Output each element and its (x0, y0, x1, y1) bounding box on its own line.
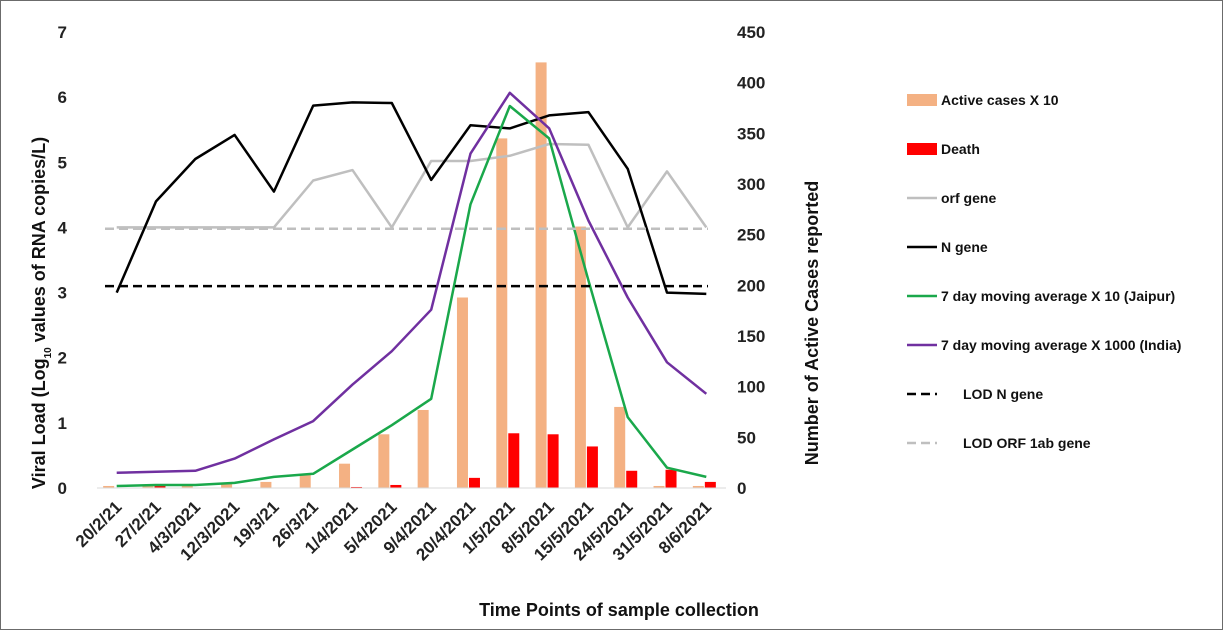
death-bar (704, 481, 716, 488)
active-cases-bar (653, 485, 665, 488)
legend-item: N gene (907, 239, 988, 255)
active-cases-bar (299, 473, 311, 488)
active-cases-bar (456, 297, 468, 488)
death-bar (586, 446, 598, 488)
7-day-moving-average-x-10-jaipur-line (116, 104, 707, 488)
legend-item: 7 day moving average X 1000 (India) (907, 337, 1181, 353)
active-cases-bar (614, 406, 626, 488)
death-bar (665, 469, 677, 488)
legend-label: orf gene (941, 190, 996, 206)
legend-swatch (907, 143, 937, 155)
y-left-tick-label: 6 (58, 88, 67, 107)
active-cases-bar (142, 485, 154, 488)
y-right-tick-label: 250 (737, 226, 765, 245)
y-left-tick-label: 5 (58, 153, 67, 172)
death-bar (508, 433, 520, 488)
y-right-tick-label: 100 (737, 378, 765, 397)
y-left-tick-label: 3 (58, 284, 67, 303)
y-right-tick-label: 350 (737, 124, 765, 143)
axes-layer: 0123456705010015020025030035040045020/2/… (58, 23, 766, 564)
legend-label: Death (941, 141, 980, 157)
legend-swatch (907, 94, 937, 106)
y-axis-left-title: Viral Load (Log10 values of RNA copies/L… (29, 137, 54, 489)
y-left-tick-label: 7 (58, 23, 67, 42)
y-right-tick-label: 150 (737, 327, 765, 346)
y-axis-right-title: Number of Active Cases reported (802, 181, 822, 465)
active-cases-bar (692, 485, 704, 488)
y-right-tick-label: 50 (737, 428, 756, 447)
line-layer (105, 91, 708, 488)
active-cases-bar (260, 481, 272, 488)
y-left-tick-label: 0 (58, 479, 67, 498)
active-cases-bar (378, 434, 390, 488)
legend-item: Death (907, 141, 980, 157)
death-bar (390, 484, 402, 488)
legend-item: 7 day moving average X 10 (Jaipur) (907, 288, 1175, 304)
active-cases-bar (103, 485, 115, 488)
n-gene-line (115, 101, 707, 296)
orf-gene-line (116, 142, 708, 229)
legend: Active cases X 10 Death orf gene N gene 7 da… (907, 92, 1181, 451)
death-bar (626, 470, 638, 488)
x-axis-title: Time Points of sample collection (479, 600, 759, 620)
legend-label: LOD N gene (963, 386, 1043, 402)
active-cases-bar (535, 62, 547, 489)
legend-label: N gene (941, 239, 988, 255)
y-right-tick-label: 0 (737, 479, 746, 498)
legend-item: Active cases X 10 (907, 92, 1059, 108)
legend-item: orf gene (907, 190, 996, 206)
bar-layer (103, 62, 716, 489)
y-axis-left-title-rest: values of RNA copies/L) (29, 137, 49, 347)
7-day-moving-average-x-1000-india-line (116, 91, 708, 475)
legend-label: 7 day moving average X 10 (Jaipur) (941, 288, 1175, 304)
legend-label: LOD ORF 1ab gene (963, 435, 1091, 451)
active-cases-bar (574, 226, 586, 488)
y-right-tick-label: 450 (737, 23, 765, 42)
y-right-tick-label: 400 (737, 74, 765, 93)
active-cases-bar (417, 409, 429, 488)
active-cases-bar (181, 485, 193, 488)
legend-label: Active cases X 10 (941, 92, 1059, 108)
legend-label: 7 day moving average X 1000 (India) (941, 337, 1181, 353)
y-right-tick-label: 300 (737, 175, 765, 194)
death-bar (154, 485, 166, 488)
y-left-tick-label: 4 (58, 218, 68, 237)
death-bar (547, 434, 559, 488)
death-bar (351, 486, 363, 488)
death-bar (468, 477, 480, 488)
active-cases-bar (339, 463, 351, 488)
legend-item: LOD N gene (907, 386, 1043, 402)
y-left-tick-label: 1 (58, 414, 67, 433)
active-cases-bar (496, 138, 508, 488)
active-cases-bar (221, 482, 233, 488)
y-right-tick-label: 200 (737, 276, 765, 295)
y-left-tick-label: 2 (58, 349, 67, 368)
y-axis-left-title-main: Viral Load (Log (29, 358, 49, 489)
legend-item: LOD ORF 1ab gene (907, 435, 1091, 451)
y-axis-left-title-subscript: 10 (43, 347, 54, 359)
